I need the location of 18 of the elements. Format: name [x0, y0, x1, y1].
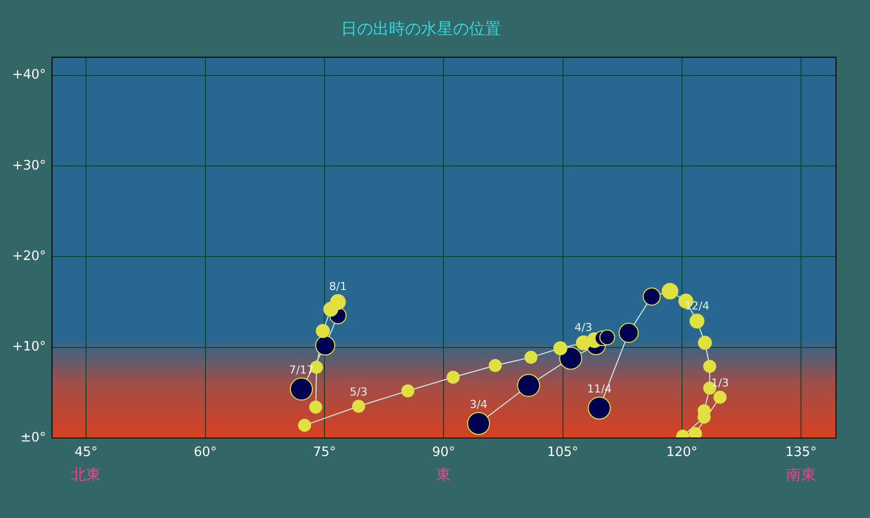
x-tick-label: 135° 南東	[785, 444, 817, 484]
y-tick-label: +30°	[12, 158, 46, 174]
x-tick-label: 60°	[194, 444, 217, 460]
annotation: 3/4	[470, 398, 488, 411]
annotation: 1/3	[711, 376, 729, 390]
y-tick-label: +40°	[12, 68, 46, 83]
annotation: 4/3	[574, 321, 592, 334]
y-tick-label: ±0°	[20, 430, 46, 446]
y-tick-label: +10°	[12, 340, 46, 355]
x-tick-label: 45° 北東	[71, 444, 102, 484]
annotation: 8/1	[329, 280, 347, 293]
chart-title: 日の出時の水星の位置	[341, 18, 501, 38]
y-tick-label: +20°	[12, 249, 46, 264]
x-tick-label: 90° 東	[432, 444, 456, 484]
x-tick-label: 75°	[312, 444, 336, 460]
x-tick-label: 105°	[547, 444, 578, 460]
x-tick-label: 120°	[666, 444, 698, 460]
annotation: 5/3	[350, 386, 368, 399]
